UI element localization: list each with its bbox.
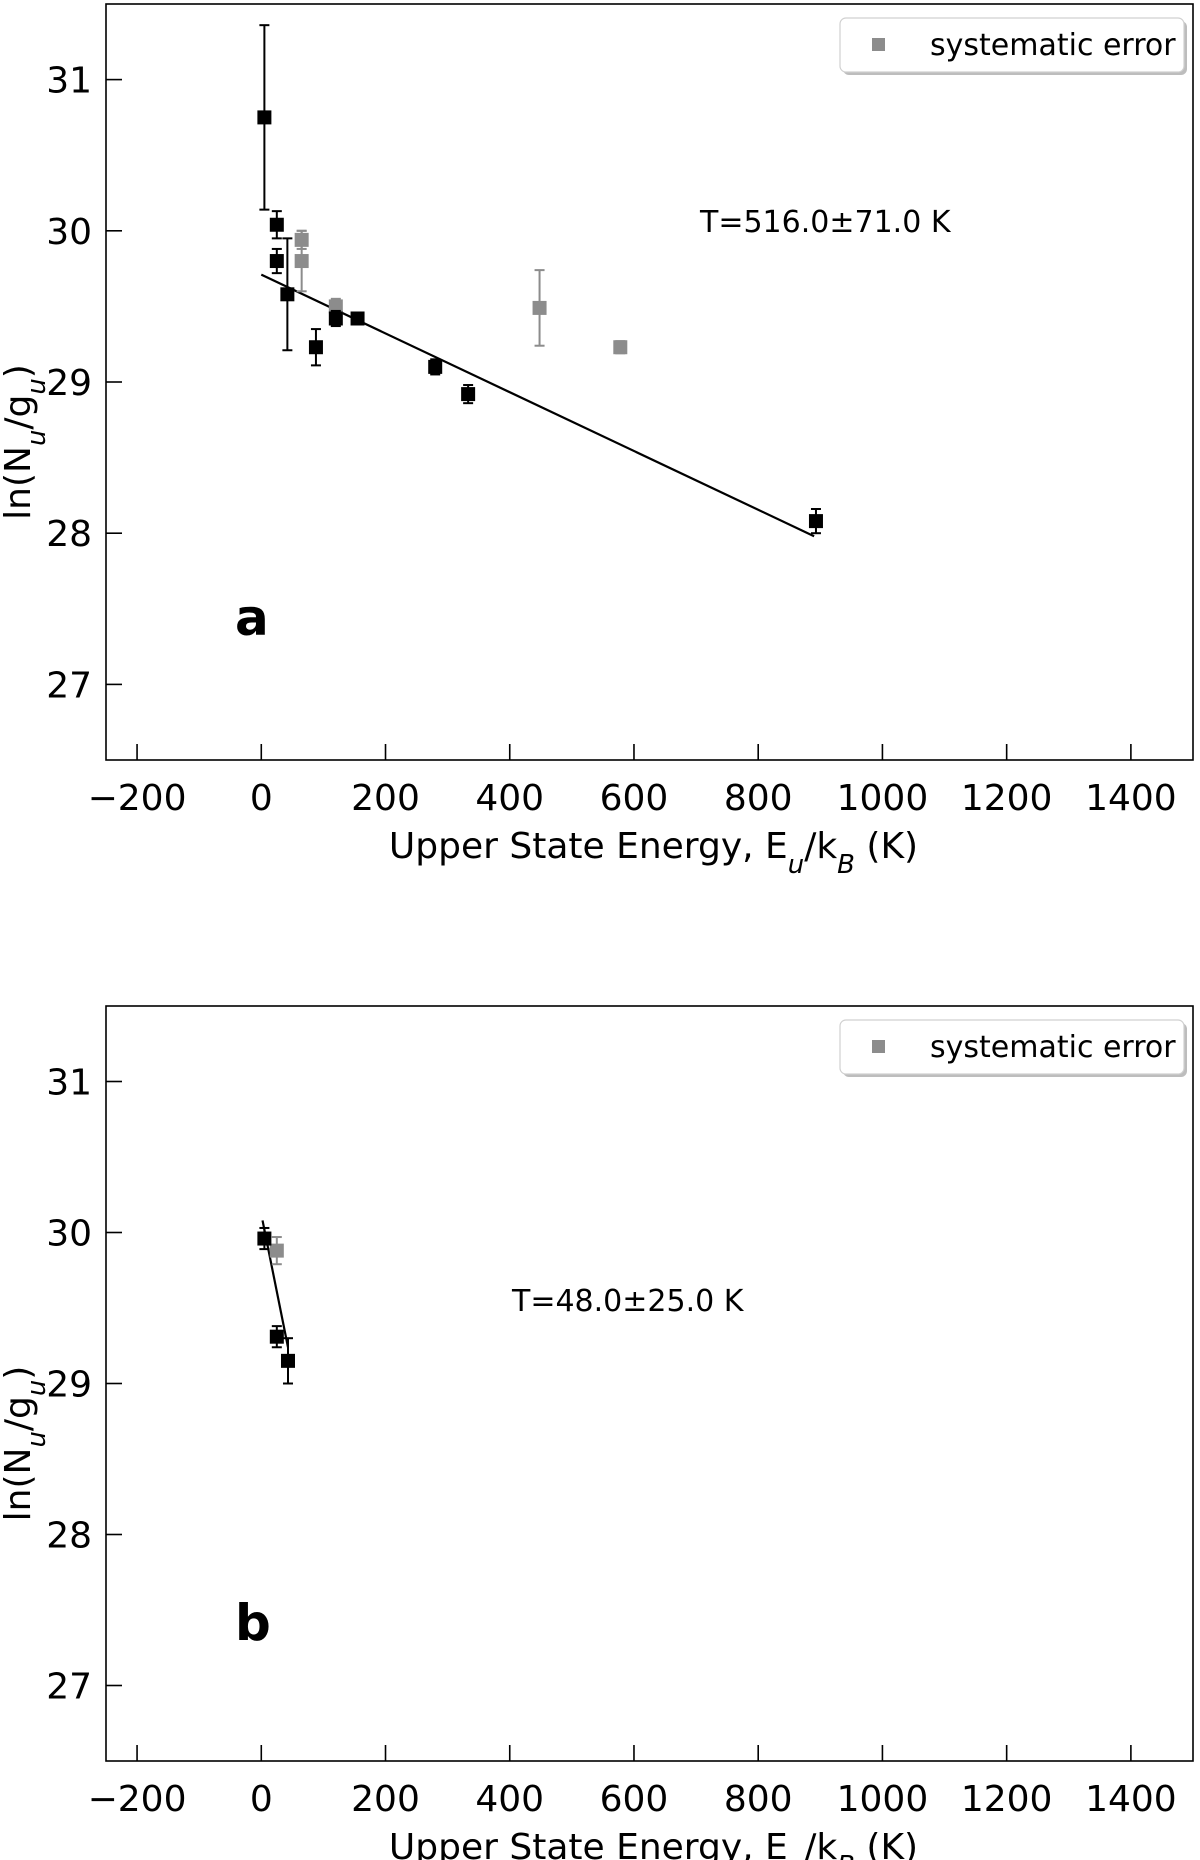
x-tick-label: 1400 [1085,778,1177,819]
x-axis: −200 0 200 400 600 800 1000 1200 1400 [88,744,1177,819]
legend-label: systematic error [930,28,1176,63]
panel-label: a [235,589,269,647]
legend: systematic error [839,17,1187,75]
series-systematic-error [294,229,628,355]
y-tick-label: 29 [46,1365,92,1406]
chart-panel-b: −200 0 200 400 600 800 1000 1200 1400 27 28 29 30 31 U… [0,1005,1194,1860]
x-tick-label: 1400 [1085,1779,1177,1820]
x-tick-label: 600 [600,778,669,819]
x-tick-label: −200 [88,1779,187,1820]
x-tick-label: 1200 [961,1779,1053,1820]
data-point [461,387,476,402]
y-tick-label: 28 [46,514,92,555]
data-point [294,254,309,269]
data-point [257,110,272,125]
x-tick-label: 200 [351,1779,420,1820]
data-point [532,300,547,315]
x-axis-label: Upper State Energy, Eu/kB (K) [389,826,918,880]
data-point [269,1329,284,1344]
x-axis-label: Upper State Energy, Eu/kB (K) [389,1827,918,1860]
x-tick-label: 800 [724,778,793,819]
x-tick-label: 800 [724,1779,793,1820]
panel-label: b [235,1594,271,1652]
y-tick-label: 30 [46,1214,92,1255]
data-point [269,217,284,232]
x-axis: −200 0 200 400 600 800 1000 1200 1400 [88,1745,1177,1820]
data-point [428,359,443,374]
temperature-annotation: T=48.0±25.0 K [511,1284,745,1319]
legend-box [839,1019,1185,1075]
legend-marker [872,38,885,51]
x-tick-label: 1000 [837,778,929,819]
legend-marker [872,1040,885,1053]
data-point [328,311,343,326]
y-axis: 27 28 29 30 31 [46,1063,122,1708]
data-point [280,1353,295,1368]
x-tick-label: 600 [600,1779,669,1820]
chart-panel-a: −200 0 200 400 600 800 1000 1200 1400 27 28 29 30 31 U… [0,3,1194,880]
y-axis-label: ln(Nu/gu) [0,1366,52,1522]
x-tick-label: 0 [250,778,273,819]
x-tick-label: 200 [351,778,420,819]
data-point [280,287,295,302]
y-axis: 27 28 29 30 31 [46,61,122,706]
data-point [328,299,343,314]
y-tick-label: 31 [46,61,92,102]
data-point [350,311,365,326]
temperature-annotation: T=516.0±71.0 K [699,205,952,240]
data-point [294,232,309,247]
data-point [257,1231,272,1246]
legend-label: systematic error [930,1030,1176,1065]
data-point [269,254,284,269]
x-tick-label: 400 [475,1779,544,1820]
data-point [808,514,823,529]
legend-box [839,17,1185,73]
x-tick-label: −200 [88,778,187,819]
y-tick-label: 29 [46,363,92,404]
data-point [269,1243,284,1258]
y-tick-label: 31 [46,1063,92,1104]
y-tick-label: 27 [46,1667,92,1708]
series-data [257,24,823,535]
x-tick-label: 1000 [837,1779,929,1820]
data-point [613,340,628,355]
y-tick-label: 30 [46,212,92,253]
y-tick-label: 28 [46,1516,92,1557]
series-data [257,1226,295,1385]
x-tick-label: 400 [475,778,544,819]
series-systematic-error [269,1236,284,1266]
x-tick-label: 1200 [961,778,1053,819]
x-tick-label: 0 [250,1779,273,1820]
y-tick-label: 27 [46,665,92,706]
legend: systematic error [839,1019,1187,1077]
y-axis-label: ln(Nu/gu) [0,364,52,520]
data-point [308,340,323,355]
